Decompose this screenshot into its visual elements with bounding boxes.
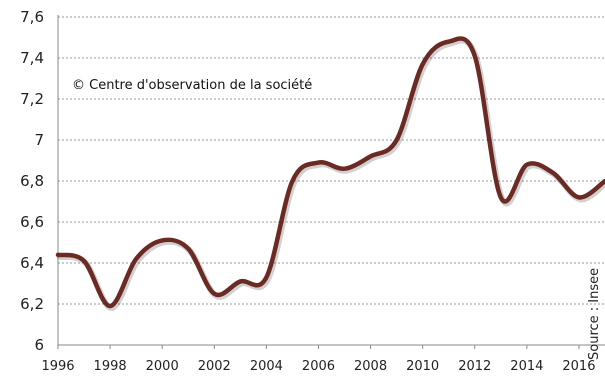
x-tick-label: 2012: [458, 359, 491, 374]
data-point: [108, 304, 112, 308]
y-axis-tick-labels: 6 6,2 6,4 6,6 6,8 7 7,2 7,4 7,6: [20, 8, 44, 354]
x-tick-label: 1998: [94, 359, 127, 374]
data-point: [343, 167, 347, 171]
x-tick-label: 2010: [406, 359, 439, 374]
y-tick-label: 7: [34, 131, 44, 149]
x-tick-label: 2006: [302, 359, 335, 374]
copyright-annotation: © Centre d'observation de la société: [72, 78, 312, 93]
x-tick-label: 2002: [198, 359, 231, 374]
data-point: [421, 62, 425, 66]
x-tick-label: 2016: [562, 359, 595, 374]
axes: [57, 15, 605, 349]
data-point: [316, 161, 320, 165]
data-point: [395, 138, 399, 142]
y-tick-label: 6,6: [20, 213, 44, 231]
data-point: [212, 292, 216, 296]
data-point: [577, 195, 581, 199]
data-point: [473, 54, 477, 58]
x-tick-label: 1996: [41, 359, 74, 374]
data-point: [56, 253, 60, 257]
data-point: [551, 171, 555, 175]
y-tick-label: 6,2: [20, 295, 44, 313]
x-tick-label: 2014: [510, 359, 543, 374]
data-point: [290, 179, 294, 183]
y-tick-label: 7,6: [20, 8, 44, 26]
source-label: Source : Insee: [587, 268, 602, 360]
y-tick-label: 6: [34, 336, 44, 354]
series-line: [55, 36, 605, 309]
data-point: [447, 40, 451, 44]
data-point: [186, 247, 190, 251]
series-group: [55, 36, 605, 312]
data-point: [160, 238, 164, 242]
y-tick-label: 7,4: [20, 49, 44, 67]
x-tick-label: 2004: [250, 359, 283, 374]
y-tick-label: 7,2: [20, 90, 44, 108]
x-tick-label: 2008: [354, 359, 387, 374]
x-axis-tick-labels: 1996 1998 2000 2002 2004 2006 2008 2010 2012 2014…: [41, 359, 595, 374]
data-point: [82, 259, 86, 263]
data-point: [134, 257, 138, 261]
data-point: [264, 275, 268, 279]
data-point: [499, 195, 503, 199]
y-tick-label: 6,4: [20, 254, 44, 272]
y-tick-label: 6,8: [20, 172, 44, 190]
data-point: [238, 279, 242, 283]
x-tick-label: 2000: [146, 359, 179, 374]
grid-lines: [58, 16, 605, 305]
data-point: [525, 163, 529, 167]
data-point: [369, 154, 373, 158]
